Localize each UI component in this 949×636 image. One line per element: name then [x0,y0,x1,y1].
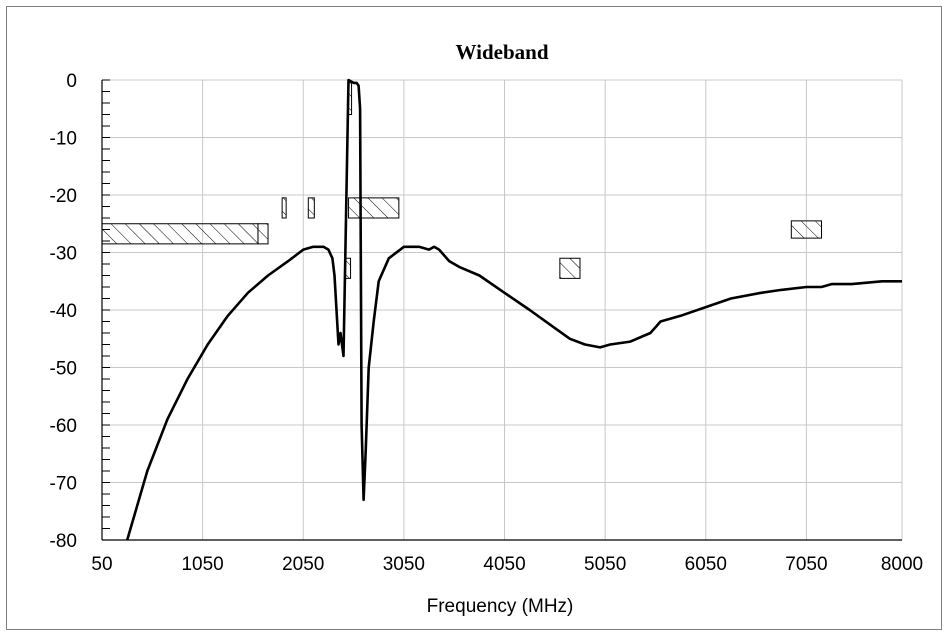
series [125,78,902,541]
x-tick-label: 4050 [483,554,525,575]
y-tick-label: -10 [50,129,77,150]
x-tick-label: 7050 [785,554,827,575]
hatched-box [559,257,581,279]
x-tick-label: 8000 [881,554,923,575]
hatched-box [790,220,822,239]
chart-svg: Wideband 50 1050 2050 3050 4050 5050 6050 7050 8… [50,40,924,617]
annotations [101,82,822,279]
y-tick-label: -30 [50,244,77,265]
x-tick-label: 5050 [584,554,626,575]
ticks: 50 1050 2050 3050 4050 5050 6050 7050 8000 0 -10 -2… [50,71,924,575]
y-tick-label: -50 [50,359,77,380]
y-tick-label: -60 [50,416,77,437]
x-tick-label: 6050 [685,554,727,575]
hatched-box [257,223,269,245]
hatched-box [281,197,287,219]
x-tick-label: 1050 [181,554,223,575]
hatched-box [307,197,315,219]
series-line [125,78,902,541]
hatched-box [101,223,259,245]
chart-title: Wideband [456,40,549,64]
y-tick-label: -80 [50,531,77,552]
y-tick-label: -20 [50,186,77,207]
x-axis-title: Frequency (MHz) [427,596,574,617]
x-tick-label: 50 [91,554,112,575]
hatched-box [348,197,400,219]
grid [101,79,903,541]
x-tick-label: 2050 [282,554,324,575]
axes [101,79,902,541]
y-tick-label: 0 [66,71,77,92]
y-tick-label: -70 [50,474,77,495]
y-tick-label: -40 [50,301,77,322]
x-tick-label: 3050 [383,554,425,575]
chart-frame: Wideband 50 1050 2050 3050 4050 5050 6050 7050 8… [6,6,942,630]
